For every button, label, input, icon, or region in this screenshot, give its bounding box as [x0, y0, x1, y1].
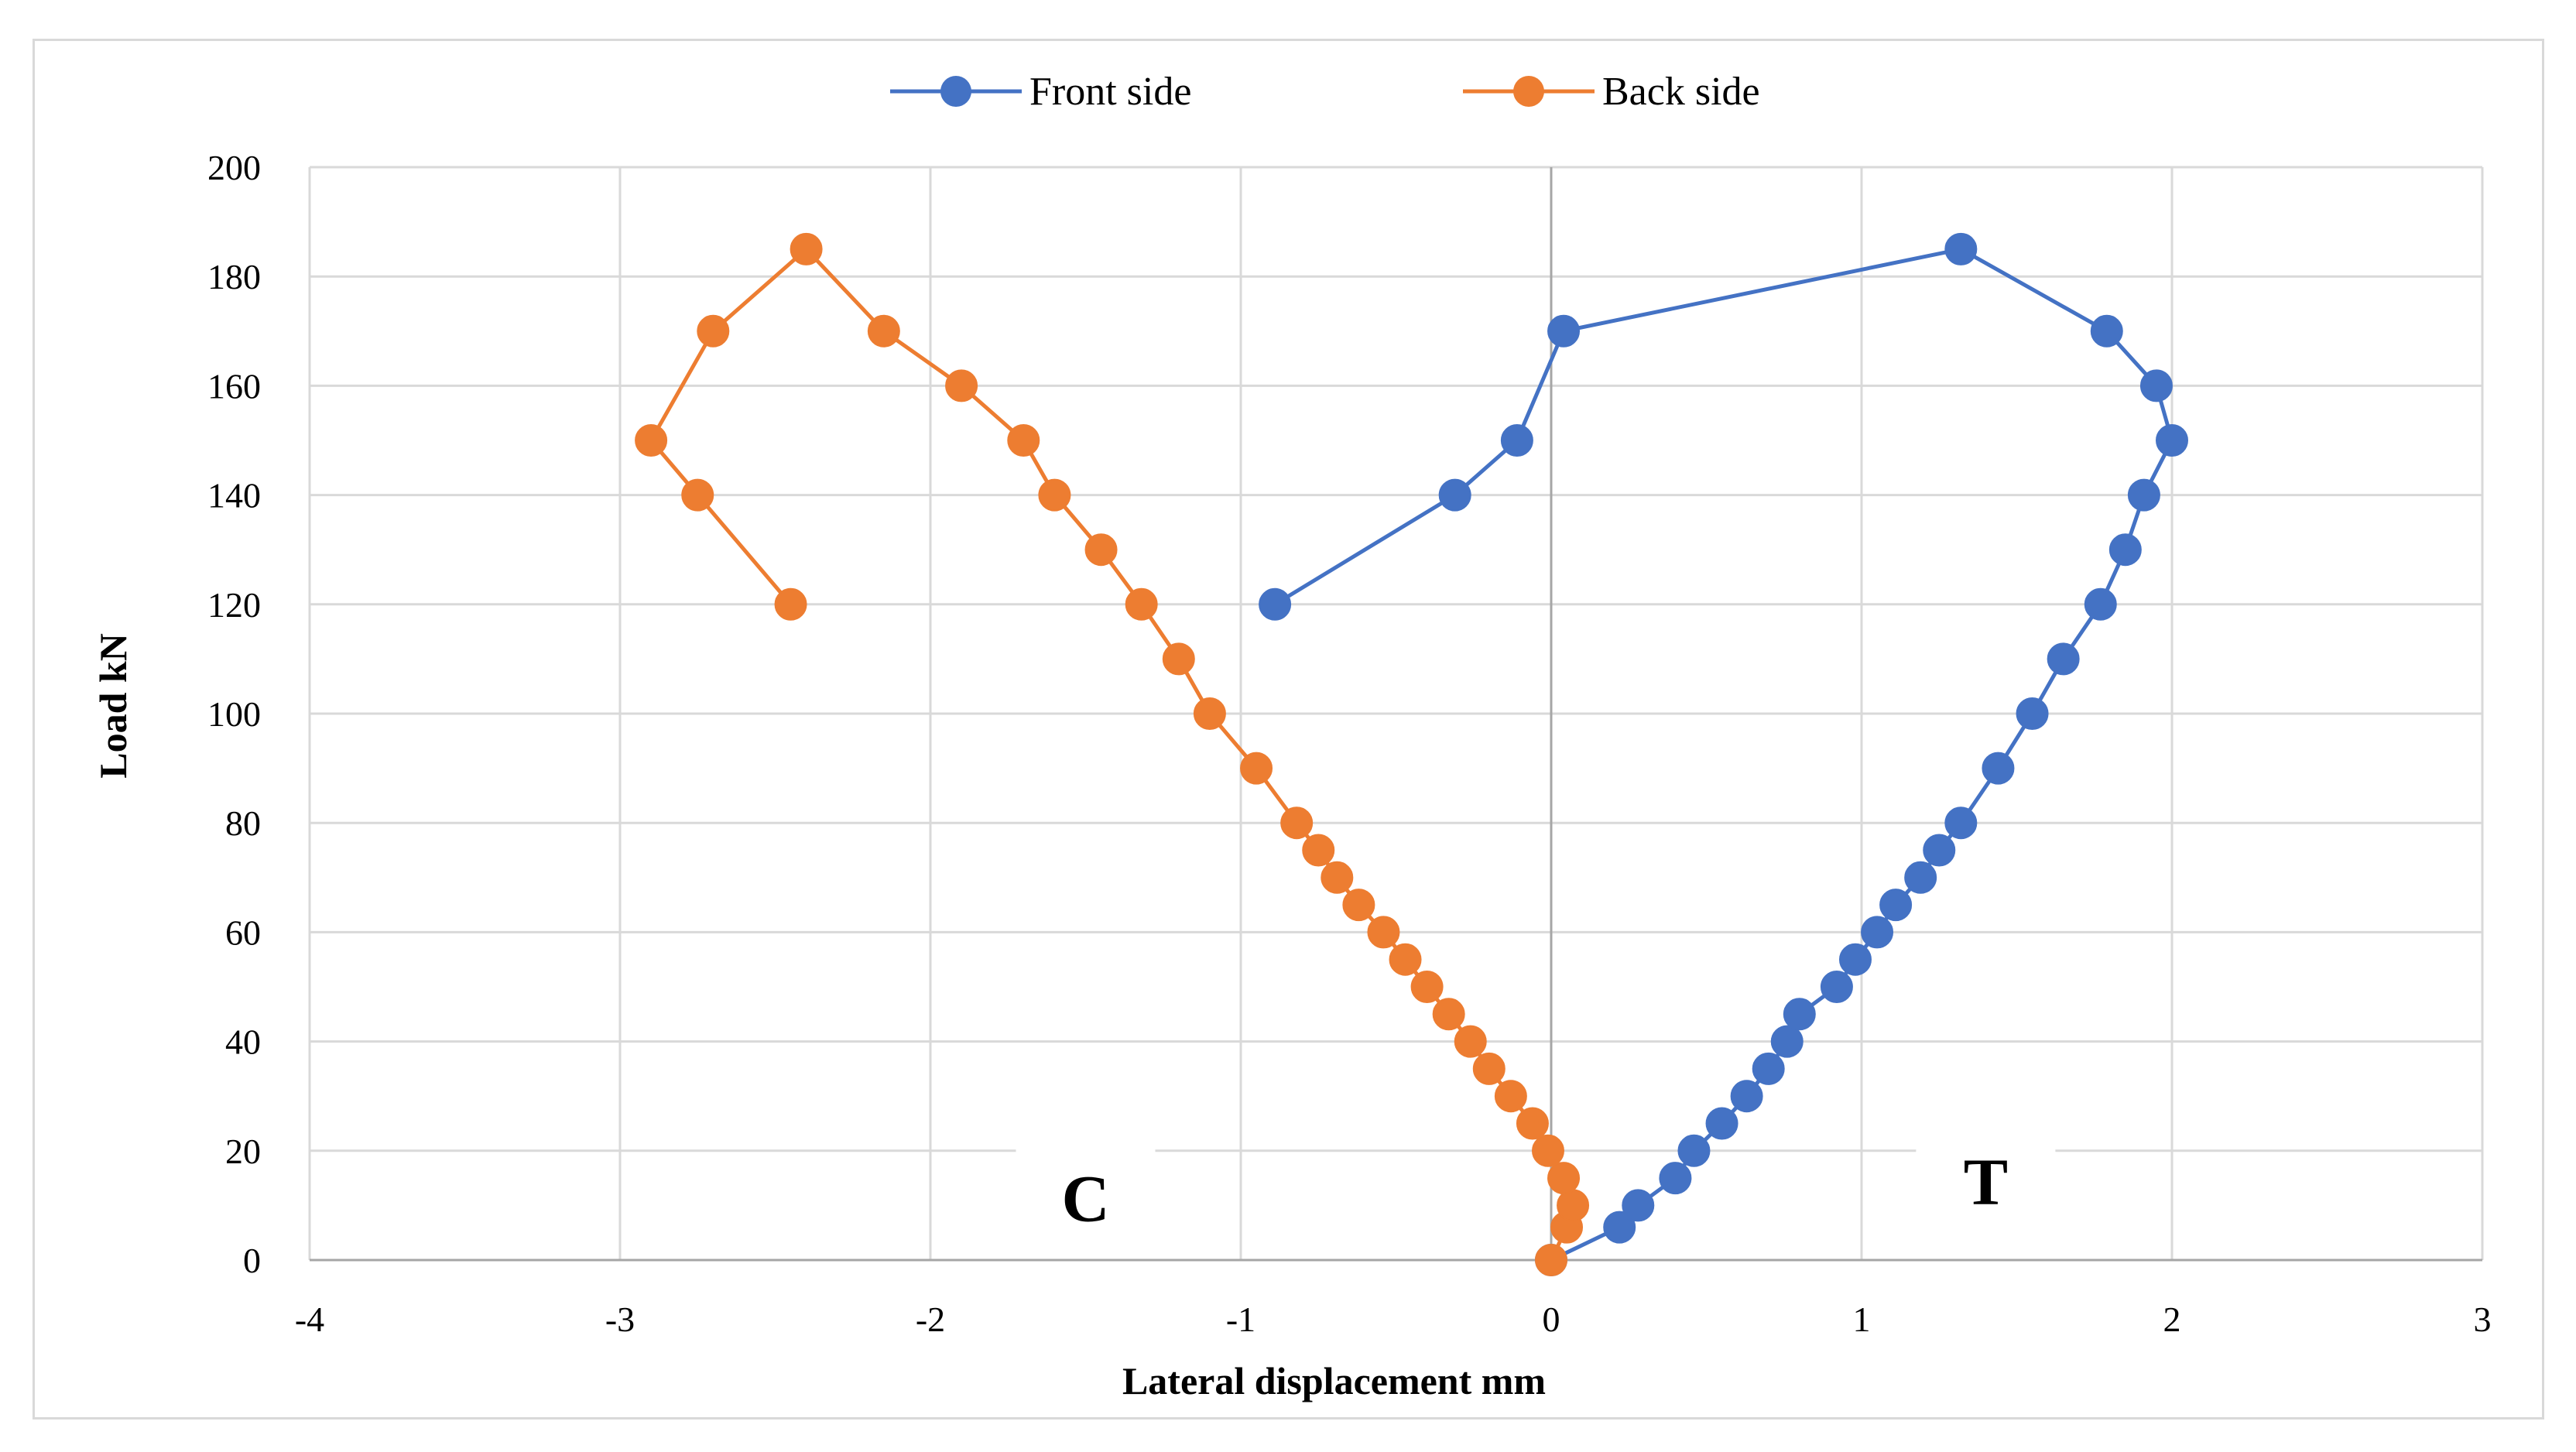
chart-area: 0 20 40 60 80 100 120 140 160 180 200 -4 -3 -2 -1 0 1 2 3 L…: [33, 39, 2544, 1419]
data-point: [635, 424, 668, 457]
data-point: [774, 587, 807, 621]
data-point: [2127, 478, 2160, 512]
data-point: [867, 314, 900, 348]
legend-marker: [940, 76, 971, 107]
y-tick-label: 160: [207, 366, 261, 406]
legend: Front side Back side: [890, 70, 1760, 114]
data-point: [1280, 806, 1314, 840]
data-point: [1259, 587, 1292, 621]
data-point: [1705, 1107, 1738, 1140]
data-point: [790, 232, 823, 265]
data-point: [1494, 1080, 1527, 1113]
data-point: [1500, 424, 1533, 457]
region-label-backdrop: [1016, 1128, 1156, 1237]
y-tick-label: 140: [207, 476, 261, 515]
y-tick-label: 0: [243, 1241, 261, 1280]
data-point: [1516, 1107, 1549, 1140]
data-point: [697, 314, 730, 348]
data-point: [2084, 587, 2117, 621]
x-tick-label: 2: [2163, 1300, 2181, 1339]
data-point: [1752, 1052, 1785, 1085]
data-point: [1783, 998, 1816, 1031]
series-line: [649, 247, 1575, 1262]
data-point: [1535, 1244, 1567, 1276]
chart-svg: 0 20 40 60 80 100 120 140 160 180 200 -4 -3 -2 -1 0 1 2 3 L…: [91, 70, 2492, 1402]
legend-label: Front side: [1029, 70, 1191, 114]
data-point: [1389, 943, 1422, 976]
data-point: [1410, 971, 1444, 1003]
data-point: [1302, 834, 1335, 867]
y-tick-label: 20: [225, 1132, 261, 1171]
data-point: [2156, 424, 2188, 457]
data-point: [1162, 642, 1195, 676]
data-point: [1603, 1211, 1636, 1244]
legend-label: Back side: [1602, 70, 1760, 114]
x-tick-label: -4: [295, 1300, 324, 1339]
data-point: [1904, 861, 1937, 894]
data-point: [1820, 971, 1853, 1003]
y-tick-label: 120: [207, 585, 261, 625]
data-point: [1770, 1025, 1804, 1058]
x-tick-label: -1: [1226, 1300, 1255, 1339]
y-tick-label: 100: [207, 694, 261, 734]
data-point: [1084, 533, 1118, 567]
data-point: [1547, 1162, 1581, 1195]
data-point: [1861, 916, 1894, 949]
y-tick-label: 80: [225, 803, 261, 843]
series-back-side: [635, 232, 1590, 1276]
legend-marker: [1513, 76, 1544, 107]
x-tick-label: 1: [1853, 1300, 1871, 1339]
y-axis-title: Load kN: [91, 633, 135, 779]
x-tick-label: 3: [2474, 1300, 2492, 1339]
gridlines: [308, 166, 2484, 1260]
data-point: [2016, 697, 2049, 730]
data-point: [1879, 889, 1913, 922]
x-tick-label: 0: [1543, 1300, 1560, 1339]
series-front-side: [1259, 232, 2188, 1276]
data-point: [1240, 752, 1273, 785]
data-point: [2139, 369, 2173, 402]
data-point: [2090, 314, 2123, 348]
y-tick-label: 180: [207, 257, 261, 296]
data-point: [1193, 697, 1226, 730]
y-tick-label: 200: [207, 148, 261, 187]
data-point: [1432, 998, 1465, 1031]
data-point: [1472, 1052, 1506, 1085]
data-point: [945, 369, 978, 402]
data-point: [1342, 889, 1375, 922]
data-point: [2047, 642, 2080, 676]
data-point: [1454, 1025, 1487, 1058]
data-point: [2108, 533, 2142, 567]
data-point: [1622, 1189, 1655, 1222]
data-point: [1923, 834, 1956, 867]
region-label-t: T: [1964, 1145, 2008, 1219]
data-point: [1531, 1134, 1564, 1167]
data-point: [1659, 1162, 1692, 1195]
region-label-c: C: [1061, 1161, 1109, 1235]
data-point: [1547, 314, 1581, 348]
y-tick-label: 60: [225, 913, 261, 952]
data-point: [1677, 1134, 1711, 1167]
data-point: [1730, 1080, 1763, 1113]
region-label-backdrop: [1916, 1111, 2056, 1221]
data-point: [1367, 916, 1400, 949]
data-point: [1944, 806, 1978, 840]
data-point: [1125, 587, 1158, 621]
data-point: [1007, 424, 1040, 457]
data-point: [1838, 943, 1872, 976]
data-point: [1321, 861, 1354, 894]
y-tick-label: 40: [225, 1022, 261, 1062]
data-point: [1982, 752, 2015, 785]
data-point: [1038, 478, 1071, 512]
data-point: [1438, 478, 1471, 512]
data-point: [1557, 1189, 1590, 1222]
x-axis-title: Lateral displacement mm: [1122, 1359, 1546, 1402]
x-tick-label: -2: [916, 1300, 945, 1339]
data-point: [1944, 232, 1978, 265]
x-tick-label: -3: [605, 1300, 635, 1339]
data-point: [681, 478, 714, 512]
